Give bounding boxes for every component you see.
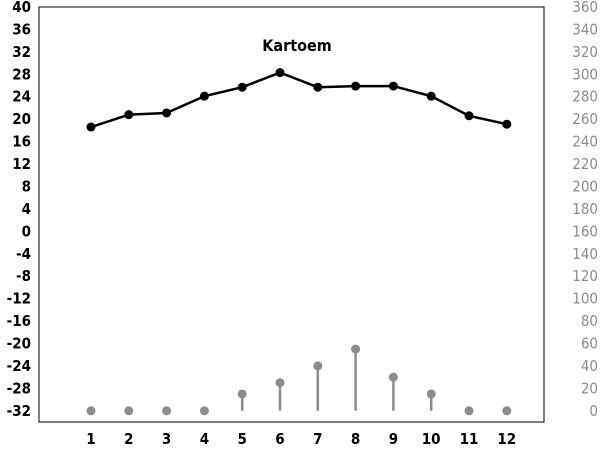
left-tick-label: -20: [7, 334, 31, 352]
temperature-point: [426, 91, 436, 101]
temperature-point: [124, 110, 134, 120]
precipitation-point: [275, 378, 285, 388]
right-tick-label: 180: [572, 200, 598, 218]
x-tick-label: 5: [238, 430, 247, 447]
left-tick-label: 16: [12, 133, 31, 151]
left-tick-label: -8: [16, 267, 31, 285]
temperature-point: [237, 82, 247, 92]
x-tick-label: 12: [497, 430, 516, 447]
precipitation-point: [313, 361, 323, 371]
right-tick-label: 120: [572, 267, 598, 285]
left-tick-label: 20: [12, 110, 31, 128]
temperature-point: [313, 82, 323, 92]
right-tick-label: 260: [572, 110, 598, 128]
x-tick-label: 8: [351, 430, 360, 447]
right-tick-label: 200: [572, 177, 598, 195]
precipitation-point: [388, 372, 398, 382]
right-tick-label: 0: [589, 402, 598, 420]
left-axis-ticks: 4036322824201612840-4-8-12-16-20-24-28-3…: [7, 0, 31, 420]
left-tick-label: -28: [7, 379, 31, 397]
left-tick-label: 32: [12, 43, 31, 61]
left-tick-label: 24: [12, 88, 31, 106]
x-tick-label: 2: [124, 430, 133, 447]
temperature-point: [162, 108, 172, 118]
right-tick-label: 360: [572, 0, 598, 16]
x-tick-label: 4: [200, 430, 209, 447]
precipitation-point: [162, 406, 172, 416]
precipitation-point: [124, 406, 134, 416]
right-tick-label: 220: [572, 155, 598, 173]
x-tick-label: 7: [313, 430, 322, 447]
right-tick-label: 340: [572, 20, 598, 38]
x-tick-label: 11: [460, 430, 479, 447]
precipitation-point: [502, 406, 512, 416]
right-tick-label: 60: [581, 334, 598, 352]
right-tick-label: 20: [581, 379, 598, 397]
temperature-line: [90, 71, 508, 129]
right-tick-label: 80: [581, 312, 598, 330]
temperature-point: [388, 81, 398, 91]
right-tick-label: 140: [572, 245, 598, 263]
left-tick-label: -12: [7, 290, 31, 308]
x-tick-label: 10: [422, 430, 441, 447]
x-tick-label: 6: [275, 430, 284, 447]
x-tick-label: 9: [389, 430, 398, 447]
left-tick-label: -16: [7, 312, 31, 330]
left-tick-label: -24: [7, 357, 31, 375]
temperature-series: [86, 68, 512, 132]
right-tick-label: 160: [572, 222, 598, 240]
precipitation-point: [237, 389, 247, 399]
left-tick-label: 36: [12, 20, 31, 38]
precipitation-point: [351, 344, 361, 354]
temperature-point: [275, 68, 285, 78]
precipitation-series: [86, 344, 512, 416]
right-tick-label: 240: [572, 133, 598, 151]
plot-frame: [38, 6, 545, 423]
left-tick-label: -4: [16, 245, 31, 263]
x-axis-ticks: 1 2 3 4 5 6 7 8 9 10 11 12: [86, 430, 516, 448]
right-tick-label: 300: [572, 65, 598, 83]
right-tick-label: 320: [572, 43, 598, 61]
temperature-point: [464, 111, 474, 121]
precipitation-point: [426, 389, 436, 399]
x-tick-label: 3: [162, 430, 171, 447]
temperature-point: [351, 81, 361, 91]
right-tick-label: 40: [581, 357, 598, 375]
chart-title: Kartoem: [262, 36, 332, 55]
precipitation-point: [86, 406, 96, 416]
right-tick-label: 100: [572, 290, 598, 308]
left-tick-label: 28: [12, 65, 31, 83]
left-tick-label: 40: [12, 0, 31, 16]
x-tick-label: 1: [86, 430, 95, 447]
right-tick-label: 280: [572, 88, 598, 106]
right-axis-ticks: 3603403203002802602402202001801601401201…: [572, 0, 598, 420]
temperature-point: [199, 91, 209, 101]
precipitation-point: [199, 406, 209, 416]
temperature-point: [86, 122, 96, 132]
left-tick-label: 12: [12, 155, 31, 173]
left-tick-label: 4: [22, 200, 31, 218]
left-tick-label: 0: [22, 222, 31, 240]
left-tick-label: 8: [22, 177, 31, 195]
precipitation-point: [464, 406, 474, 416]
left-tick-label: -32: [7, 402, 31, 420]
temperature-point: [502, 119, 512, 129]
